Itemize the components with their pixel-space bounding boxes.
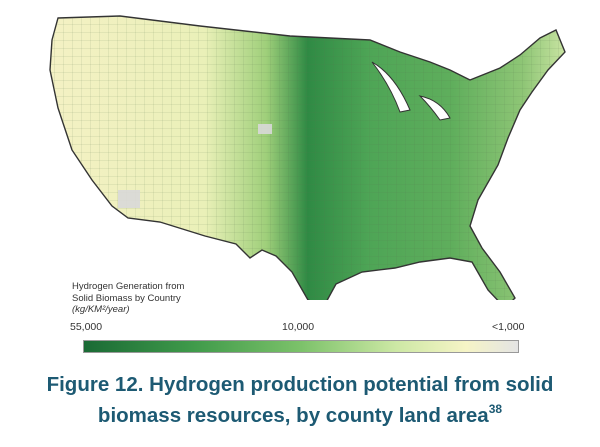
legend-tick-max: 55,000 bbox=[70, 321, 103, 333]
us-county-map bbox=[49, 15, 566, 300]
caption-line1: Figure 12. Hydrogen production potential… bbox=[46, 373, 554, 396]
legend-tick-min: <1,000 bbox=[492, 321, 525, 333]
legend-title-line2: Solid Biomass by Country bbox=[72, 292, 181, 304]
legend-color-bar bbox=[83, 340, 519, 353]
caption-footnote: 38 bbox=[488, 402, 503, 416]
legend-title: Hydrogen Generation from Solid Biomass b… bbox=[72, 281, 184, 316]
great-lakes bbox=[371, 61, 451, 121]
no-data-region bbox=[258, 124, 272, 134]
county-grid bbox=[50, 16, 565, 300]
no-data-region bbox=[118, 190, 140, 208]
legend-tick-mid: 10,000 bbox=[282, 321, 315, 333]
caption-line2: biomass resources, by county land area bbox=[97, 404, 489, 427]
legend-units: (kg/KM²/year) bbox=[72, 304, 130, 315]
figure-caption: Figure 12. Hydrogen production potential… bbox=[0, 372, 600, 428]
legend-title-line1: Hydrogen Generation from bbox=[72, 281, 185, 292]
